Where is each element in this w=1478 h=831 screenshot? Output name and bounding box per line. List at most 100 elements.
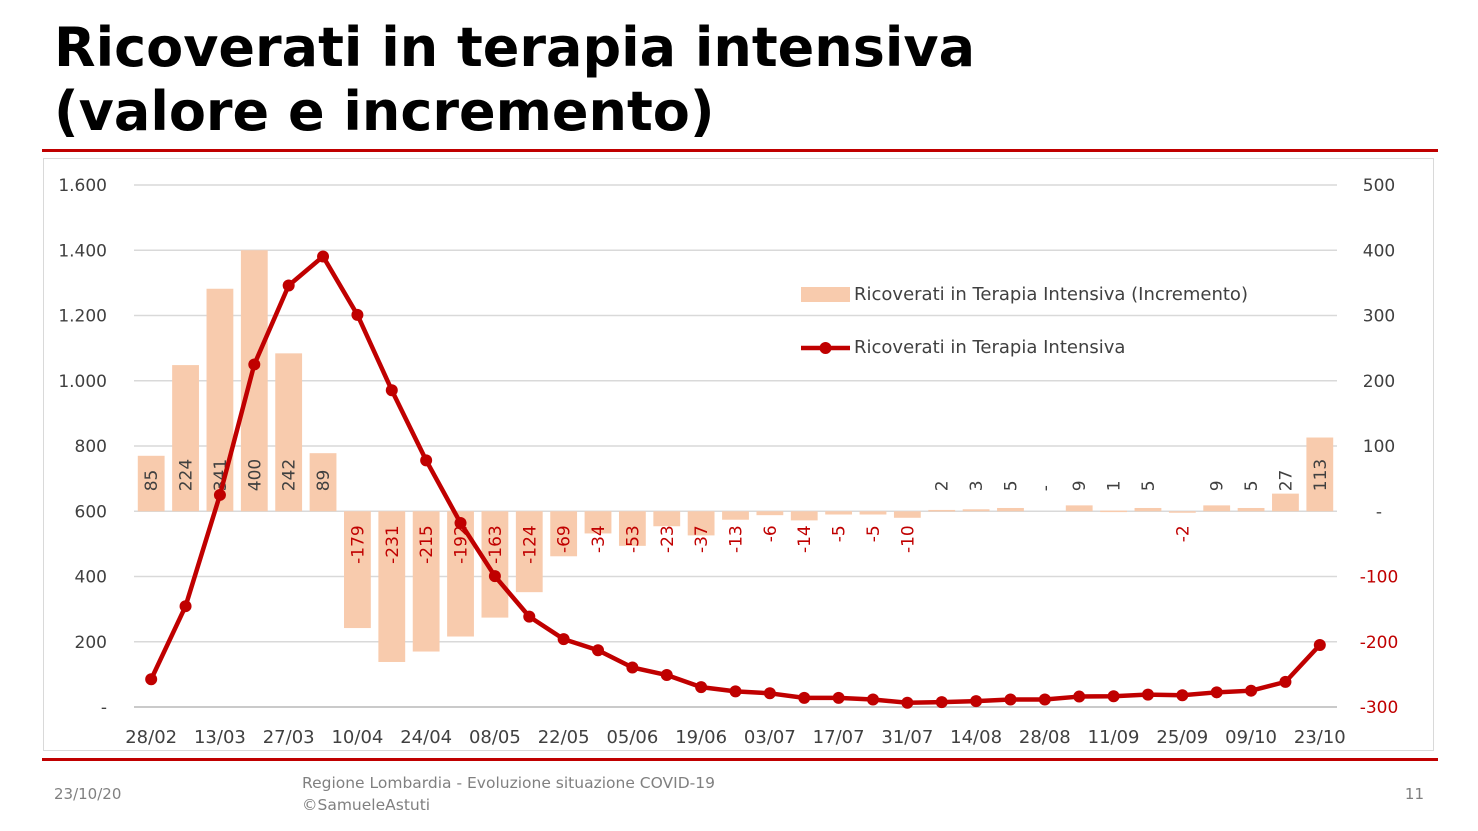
left-tick-label: 1.200 (58, 307, 107, 327)
bar-data-label: -231 (383, 525, 403, 564)
left-tick-label: - (101, 698, 107, 718)
line-point (1038, 693, 1051, 706)
page-number: 11 (1404, 785, 1424, 803)
bar-data-label: 242 (280, 459, 300, 491)
line-point (420, 454, 433, 467)
bottom-divider (42, 758, 1438, 761)
bar-data-label: -10 (898, 525, 918, 553)
left-tick-label: 600 (75, 502, 107, 522)
bar-data-label: -163 (486, 525, 506, 564)
bar-data-label: -179 (348, 525, 368, 564)
line-point (385, 384, 398, 397)
bar (515, 511, 543, 593)
line-point (557, 633, 570, 646)
line-point (695, 681, 708, 694)
right-tick-label: 100 (1363, 437, 1395, 457)
line-point (179, 600, 192, 613)
x-tick-label: 24/04 (400, 727, 452, 748)
line-point (626, 661, 639, 674)
line-point (592, 644, 605, 657)
right-tick-label: 300 (1363, 307, 1395, 327)
line-point (935, 696, 948, 709)
bar-data-label: 5 (1242, 480, 1262, 491)
legend-swatch-marker (819, 342, 832, 354)
line-point (798, 691, 811, 704)
x-tick-label: 09/10 (1225, 727, 1277, 748)
legend-label-bar: Ricoverati in Terapia Intensiva (Increme… (854, 284, 1248, 305)
line-point (248, 358, 261, 371)
line-point (488, 570, 501, 583)
line-point (1279, 675, 1292, 688)
left-tick-label: 400 (75, 568, 107, 588)
bar-data-label: 27 (1276, 470, 1296, 492)
x-tick-label: 03/07 (744, 727, 796, 748)
x-tick-label: 27/03 (263, 727, 315, 748)
bar-data-label: -2 (1173, 525, 1193, 542)
x-tick-label: 31/07 (881, 727, 933, 748)
bar-data-label: -23 (658, 525, 678, 553)
right-tick-label: 400 (1363, 241, 1395, 261)
top-divider (42, 149, 1438, 152)
bar-data-label: -34 (589, 525, 609, 553)
line-point (454, 516, 467, 529)
slide-title-line2: (valore e incremento) (54, 80, 715, 143)
bar (928, 509, 956, 512)
line-point (1004, 693, 1017, 706)
legend-label-line: Ricoverati in Terapia Intensiva (854, 337, 1125, 358)
bar (206, 288, 234, 512)
bar-data-label: 9 (1208, 480, 1228, 491)
bar-data-label: 1 (1105, 480, 1125, 491)
x-tick-label: 23/10 (1294, 727, 1346, 748)
bar (618, 511, 646, 546)
bar (584, 511, 612, 534)
bar (447, 511, 474, 637)
right-tick-label: -200 (1360, 633, 1399, 653)
bar (653, 511, 681, 527)
bar (859, 511, 887, 515)
line-point (660, 669, 673, 682)
bar (275, 353, 303, 512)
bar (790, 511, 818, 521)
bar (344, 511, 371, 629)
x-tick-label: 28/02 (125, 727, 177, 748)
bar (1168, 511, 1196, 513)
bar-data-label: - (1036, 485, 1056, 491)
bar-data-label: 3 (967, 480, 987, 491)
bar-data-label: 400 (245, 459, 265, 491)
bar-data-label: 5 (1139, 480, 1159, 491)
slide-title: Ricoverati in terapia intensiva (valore … (54, 16, 975, 144)
footer-source-line1: Regione Lombardia - Evoluzione situazion… (302, 774, 715, 792)
bar-data-label: -53 (623, 525, 643, 553)
line-point (351, 308, 364, 321)
left-tick-label: 1.400 (58, 241, 107, 261)
bar (1065, 505, 1093, 512)
bar (1203, 505, 1231, 512)
x-tick-label: 05/06 (606, 727, 658, 748)
bar (756, 511, 784, 516)
legend-swatch-bar (801, 287, 850, 302)
x-tick-label: 22/05 (538, 727, 590, 748)
bar-data-label: 9 (1070, 480, 1090, 491)
bar-data-label: -5 (830, 525, 850, 542)
bar (825, 511, 853, 515)
footer-source-line2: ©SamueleAstuti (302, 796, 431, 814)
line-point (1176, 689, 1189, 702)
bar (1134, 507, 1162, 512)
line-point (1107, 690, 1120, 703)
bar (722, 511, 749, 520)
footer-source: Regione Lombardia - Evoluzione situazion… (302, 772, 715, 816)
bar-data-label: 89 (314, 470, 334, 492)
line-point (145, 673, 158, 686)
line-point (523, 610, 536, 623)
x-tick-label: 14/08 (950, 727, 1002, 748)
bar-data-label: -69 (555, 525, 575, 553)
line-point (317, 250, 330, 263)
bar (378, 511, 406, 662)
bar-data-label: -14 (795, 525, 815, 553)
bar (1100, 510, 1127, 513)
left-tick-label: 200 (75, 633, 107, 653)
line-point (1141, 688, 1154, 701)
bar-data-label: -6 (761, 525, 781, 542)
line-point (832, 691, 845, 704)
right-tick-label: - (1376, 502, 1382, 522)
